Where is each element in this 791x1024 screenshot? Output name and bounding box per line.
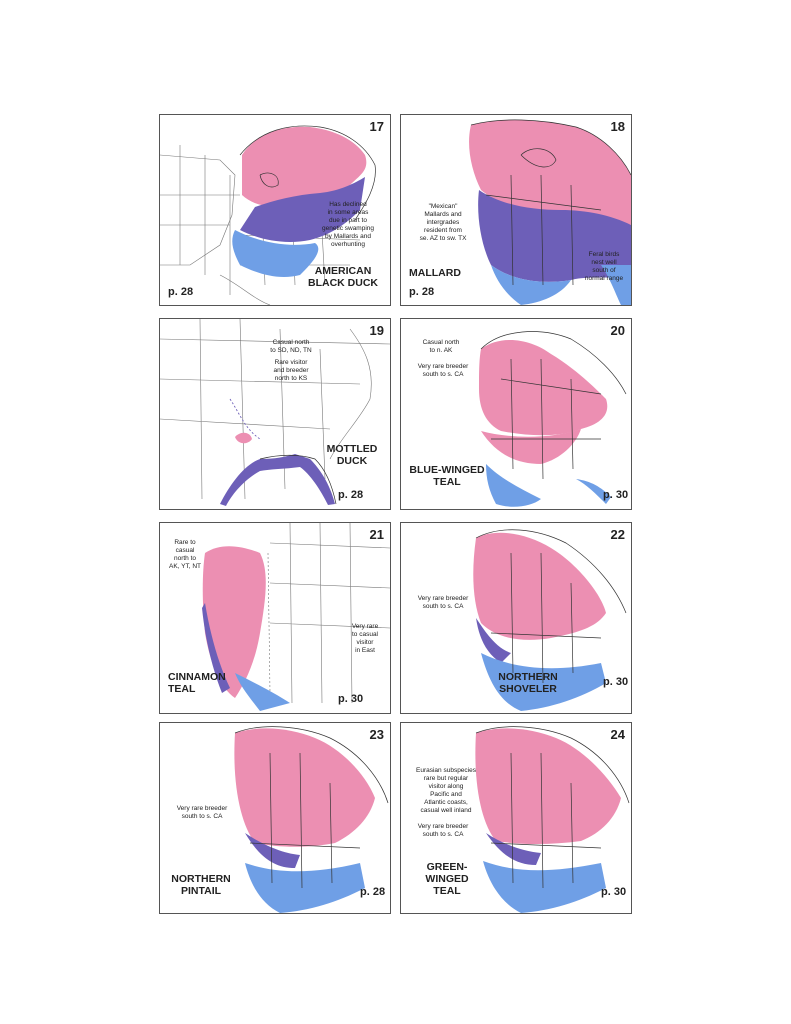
map-note: Very rare breeder south to s. CA <box>417 363 469 378</box>
page-reference: p. 30 <box>603 676 629 688</box>
map-graphic <box>479 331 627 507</box>
map-number: 18 <box>610 119 625 134</box>
map-note: Very rare breeder south to s. CA <box>176 805 228 820</box>
range-map-cinnamon-teal: 21 Rare to casual north to AK, YT, NT Ve… <box>159 522 391 714</box>
map-number: 22 <box>610 527 625 542</box>
species-name: BLUE-WINGED TEAL <box>409 464 485 488</box>
map-graphic <box>469 119 631 305</box>
species-name: CINNAMON TEAL <box>168 671 226 695</box>
map-graphic <box>473 529 627 711</box>
map-note: Very rare to casual visitor in East <box>351 623 379 654</box>
page-reference: p. 28 <box>338 489 364 501</box>
range-map-green-winged-teal: 24 Eurasian subspecies rare but regular … <box>400 722 632 914</box>
map-number: 24 <box>610 727 625 742</box>
map-note: Feral birds nest well south of normal ra… <box>584 251 624 282</box>
species-name: NORTHERN PINTAIL <box>171 873 231 897</box>
page-reference: p. 30 <box>601 886 627 898</box>
map-number: 21 <box>369 527 384 542</box>
map-number: 23 <box>369 727 384 742</box>
range-map-american-black-duck: 17 Has declined in some areas due in par… <box>159 114 391 306</box>
map-number: 20 <box>610 323 625 338</box>
map-graphic <box>160 125 376 305</box>
page-reference: p. 28 <box>409 286 435 298</box>
species-name: GREEN-WINGED TEAL <box>425 861 469 897</box>
page-reference: p. 28 <box>360 886 386 898</box>
species-name: MALLARD <box>409 267 461 279</box>
species-name: AMERICAN BLACK DUCK <box>308 265 378 289</box>
map-note: Very rare breeder south to s. CA <box>417 823 469 838</box>
map-note: Casual north to SD, ND, TN <box>270 339 312 354</box>
map-note: Very rare breeder south to s. CA <box>417 595 469 610</box>
range-map-northern-shoveler: 22 Very rare breeder south to s. CA NORT… <box>400 522 632 714</box>
page-reference: p. 30 <box>338 693 364 705</box>
range-map-blue-winged-teal: 20 Casual north to n. AK Very rare breed… <box>400 318 632 510</box>
map-note: Eurasian subspecies rare but regular vis… <box>416 767 476 814</box>
map-note: Rare visitor and breeder north to KS <box>273 359 309 382</box>
map-number: 17 <box>369 119 384 134</box>
range-map-mottled-duck: 19 Casual north to SD, ND, TN Rare visit… <box>159 318 391 510</box>
map-graphic <box>234 726 389 913</box>
map-note: "Mexican" Mallards and intergrades resid… <box>419 203 467 242</box>
map-graphic <box>202 523 390 711</box>
map-number: 19 <box>369 323 384 338</box>
species-name: NORTHERN SHOVELER <box>498 671 558 695</box>
map-graphic <box>160 319 390 506</box>
range-map-mallard: 18 "Mexican" Mallards and intergrades re… <box>400 114 632 306</box>
map-note: Has declined in some areas due in part t… <box>321 201 375 248</box>
range-map-northern-pintail: 23 Very rare breeder south to s. CA NORT… <box>159 722 391 914</box>
species-name: MOTTLED DUCK <box>326 443 378 467</box>
page-reference: p. 30 <box>603 489 629 501</box>
page-reference: p. 28 <box>168 286 194 298</box>
map-note: Casual north to n. AK <box>422 339 460 354</box>
map-graphic <box>475 726 630 913</box>
map-note: Rare to casual north to AK, YT, NT <box>168 539 202 570</box>
